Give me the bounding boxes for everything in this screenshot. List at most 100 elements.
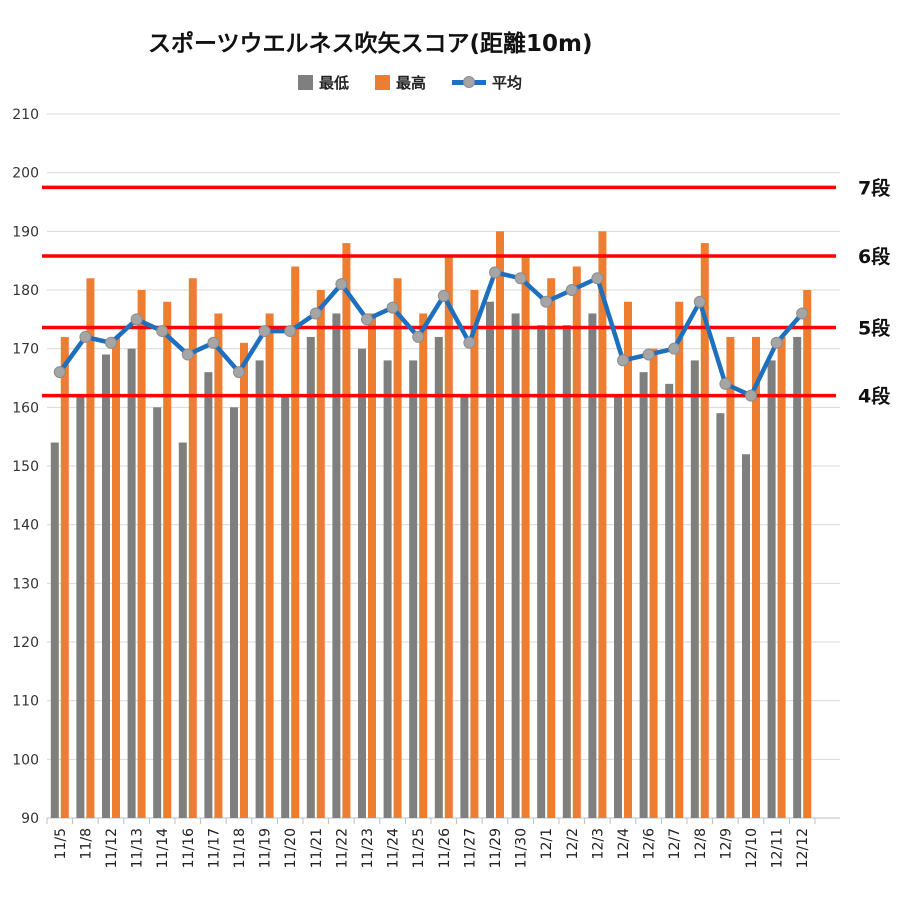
x-tick-label-11: 11/22 xyxy=(334,828,350,868)
bar-min-2 xyxy=(102,354,110,818)
bar-max-18 xyxy=(521,254,530,819)
bar-max-27 xyxy=(752,336,760,818)
x-tick-label-12: 11/23 xyxy=(360,828,376,868)
y-tick-label-11: 200 xyxy=(12,166,39,182)
reference-label-0: 7段 xyxy=(858,176,891,199)
x-tick-label-27: 12/10 xyxy=(744,828,760,868)
bar-max-24 xyxy=(675,301,684,818)
avg-point-10 xyxy=(309,307,322,320)
avg-point-14 xyxy=(412,330,425,343)
x-tick-label-4: 11/14 xyxy=(155,828,171,868)
y-tick-label-8: 170 xyxy=(12,342,39,358)
bar-min-25 xyxy=(690,360,699,818)
x-tick-label-5: 11/16 xyxy=(181,828,197,868)
bar-min-17 xyxy=(486,301,494,818)
bar-max-12 xyxy=(368,313,376,818)
bar-min-27 xyxy=(742,454,750,818)
avg-point-7 xyxy=(233,366,245,379)
bar-min-29 xyxy=(793,336,802,818)
bar-min-12 xyxy=(358,348,366,818)
avg-point-15 xyxy=(437,289,450,302)
bar-min-9 xyxy=(281,395,290,818)
bar-max-17 xyxy=(496,231,504,819)
x-tick-label-3: 11/13 xyxy=(130,828,146,868)
x-tick-label-19: 12/1 xyxy=(539,828,555,859)
avg-point-4 xyxy=(156,325,169,338)
x-tick-label-24: 12/7 xyxy=(667,828,683,859)
x-tick-label-1: 11/8 xyxy=(78,828,94,859)
x-tick-label-20: 12/2 xyxy=(565,828,581,859)
bar-min-8 xyxy=(255,360,264,818)
bar-max-25 xyxy=(700,243,709,819)
bar-min-13 xyxy=(383,360,392,818)
bar-min-19 xyxy=(537,325,546,818)
avg-point-20 xyxy=(565,284,578,296)
x-tick-label-18: 11/30 xyxy=(514,828,530,868)
avg-point-13 xyxy=(386,301,399,314)
avg-point-1 xyxy=(79,330,92,343)
avg-point-16 xyxy=(463,336,476,349)
bar-max-8 xyxy=(265,313,274,818)
x-tick-label-17: 11/29 xyxy=(488,828,504,868)
bar-max-10 xyxy=(316,290,325,818)
avg-point-11 xyxy=(335,278,348,291)
bar-max-0 xyxy=(60,336,69,818)
y-tick-label-12: 210 xyxy=(12,107,39,123)
x-tick-label-9: 11/20 xyxy=(283,828,299,868)
x-tick-label-21: 12/3 xyxy=(590,828,606,859)
bar-max-11 xyxy=(342,243,351,819)
bar-min-4 xyxy=(153,407,162,818)
legend-item-max: 最高 xyxy=(375,72,426,93)
bar-min-26 xyxy=(716,413,725,818)
legend-label-avg: 平均 xyxy=(492,74,523,92)
bar-max-15 xyxy=(444,254,453,819)
legend-item-avg: 平均 xyxy=(452,72,522,93)
x-tick-label-10: 11/21 xyxy=(309,828,325,868)
y-tick-label-5: 140 xyxy=(12,518,39,534)
legend: 最低 最高 平均 xyxy=(298,72,522,93)
avg-point-5 xyxy=(181,348,194,361)
x-tick-label-29: 12/12 xyxy=(795,828,811,868)
y-tick-label-3: 120 xyxy=(12,635,39,651)
bar-max-1 xyxy=(86,278,95,818)
x-tick-label-23: 12/6 xyxy=(642,828,658,860)
avg-point-9 xyxy=(284,325,297,338)
x-tick-label-8: 11/19 xyxy=(258,828,274,868)
legend-item-min: 最低 xyxy=(298,72,349,93)
legend-swatch-max xyxy=(375,75,391,90)
avg-point-0 xyxy=(53,366,66,379)
x-tick-label-15: 11/26 xyxy=(437,828,453,868)
x-tick-label-16: 11/27 xyxy=(462,828,478,868)
bar-max-19 xyxy=(547,278,556,818)
y-tick-label-9: 180 xyxy=(12,283,39,299)
bar-min-20 xyxy=(562,325,571,818)
bar-max-16 xyxy=(470,290,479,818)
x-tick-label-2: 11/12 xyxy=(104,828,120,868)
y-tick-label-1: 100 xyxy=(12,752,39,768)
bar-max-3 xyxy=(137,290,146,818)
avg-point-18 xyxy=(514,272,527,285)
bar-min-6 xyxy=(204,372,213,818)
avg-point-19 xyxy=(540,295,553,308)
bar-min-15 xyxy=(434,336,443,818)
x-tick-label-6: 11/17 xyxy=(206,828,222,868)
y-tick-label-2: 110 xyxy=(12,694,39,710)
reference-label-2: 5段 xyxy=(858,317,891,340)
x-tick-label-26: 12/9 xyxy=(718,828,734,859)
bar-max-5 xyxy=(188,278,197,818)
bar-min-0 xyxy=(50,442,59,818)
x-tick-label-0: 11/5 xyxy=(53,828,69,859)
legend-label-min: 最低 xyxy=(319,74,350,92)
avg-point-28 xyxy=(770,336,783,349)
bar-min-5 xyxy=(178,442,187,818)
bar-min-23 xyxy=(639,372,648,818)
avg-point-12 xyxy=(361,313,373,326)
bar-min-18 xyxy=(511,313,520,818)
legend-label-max: 最高 xyxy=(396,74,427,92)
avg-point-26 xyxy=(719,377,732,390)
bar-max-9 xyxy=(291,266,300,818)
bar-min-10 xyxy=(306,336,315,818)
x-tick-label-7: 11/18 xyxy=(232,828,248,868)
y-tick-label-4: 130 xyxy=(12,576,39,592)
